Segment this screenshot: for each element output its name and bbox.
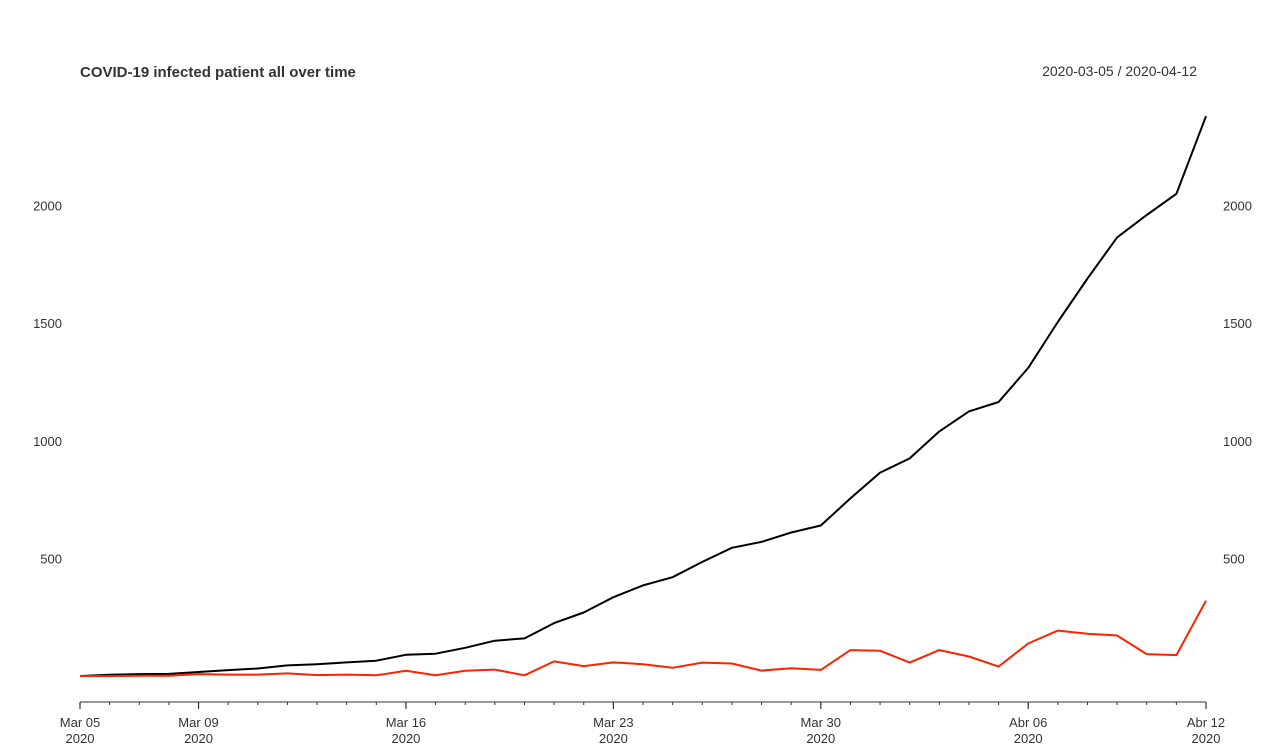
x-tick-label: Abr 06	[1009, 715, 1047, 730]
series-layer	[79, 115, 1207, 677]
y-axis-right: 500 1000 1500 2000	[1223, 199, 1252, 567]
y-tick-label-left: 1500	[33, 316, 62, 331]
x-tick-year-label: 2020	[66, 731, 95, 746]
x-tick-label: Abr 12	[1187, 715, 1225, 730]
series-line-1	[79, 115, 1207, 677]
y-tick-label-left: 500	[40, 551, 62, 566]
x-tick-label: Mar 05	[60, 715, 100, 730]
y-tick-label-right: 1500	[1223, 316, 1252, 331]
chart-title: COVID-19 infected patient all over time	[80, 64, 356, 81]
x-tick-label: Mar 30	[801, 715, 841, 730]
x-tick-year-label: 2020	[599, 731, 628, 746]
y-tick-label-right: 1000	[1223, 434, 1252, 449]
y-tick-label-left: 1000	[33, 434, 62, 449]
y-axis-left: 500 1000 1500 2000	[33, 199, 62, 567]
x-tick-label: Mar 16	[386, 715, 426, 730]
series-line-2	[80, 600, 1207, 677]
y-tick-label-left: 2000	[33, 199, 62, 214]
x-tick-label: Mar 23	[593, 715, 633, 730]
date-range: 2020-03-05 / 2020-04-12	[1042, 63, 1197, 79]
x-tick-year-label: 2020	[1192, 731, 1221, 746]
x-tick-year-label: 2020	[806, 731, 835, 746]
y-tick-label-right: 500	[1223, 551, 1245, 566]
y-tick-label-right: 2000	[1223, 199, 1252, 214]
x-tick-year-label: 2020	[391, 731, 420, 746]
x-tick-year-label: 2020	[1014, 731, 1043, 746]
x-tick-label: Mar 09	[178, 715, 218, 730]
x-tick-year-label: 2020	[184, 731, 213, 746]
